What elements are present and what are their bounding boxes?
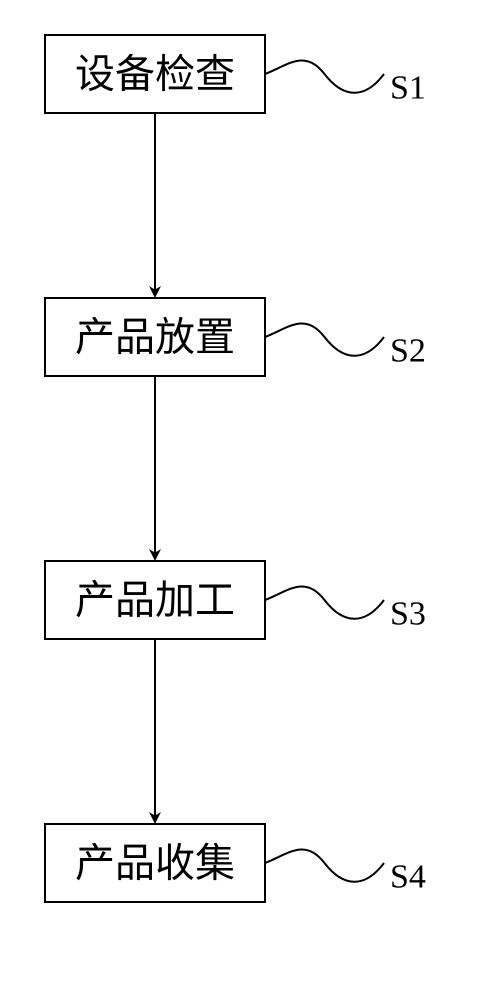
callout-squiggle bbox=[265, 323, 384, 355]
flow-node-n3: 产品加工 bbox=[45, 561, 384, 639]
step-label: S4 bbox=[390, 859, 426, 896]
callout-squiggle bbox=[265, 60, 384, 92]
callout-squiggle bbox=[265, 849, 384, 881]
flowchart-canvas: 设备检查 S1 产品放置 S2 产品加工 S3 产品收集 S4 bbox=[0, 0, 503, 1000]
flow-node-n4: 产品收集 bbox=[45, 824, 384, 902]
flow-node-n1: 设备检查 bbox=[45, 35, 384, 113]
flow-node-text: 产品收集 bbox=[75, 841, 235, 886]
flow-node-n2: 产品放置 bbox=[45, 298, 384, 376]
flow-node-text: 设备检查 bbox=[75, 52, 235, 97]
step-label: S1 bbox=[390, 70, 426, 107]
step-label: S3 bbox=[390, 596, 426, 633]
step-label: S2 bbox=[390, 333, 426, 370]
flow-node-text: 产品加工 bbox=[75, 578, 235, 623]
callout-squiggle bbox=[265, 586, 384, 618]
flow-node-text: 产品放置 bbox=[75, 315, 235, 360]
